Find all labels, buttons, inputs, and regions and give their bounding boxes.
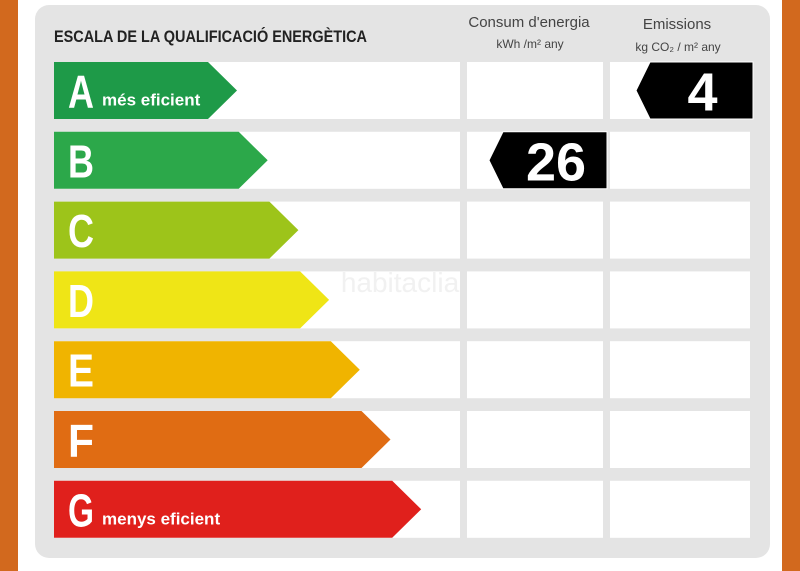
column-unit: kg CO₂ / m² any — [635, 40, 720, 54]
emissions-cell — [610, 480, 750, 538]
column-title: Emissions — [643, 16, 711, 33]
class-arrow — [54, 201, 299, 259]
emissions-cell — [610, 201, 750, 259]
consumption-cell — [467, 271, 603, 329]
consumption-tag — [488, 131, 608, 190]
class-letter: E — [68, 345, 94, 397]
class-arrow — [54, 411, 391, 468]
class-arrow — [54, 62, 237, 119]
consumption-cell — [467, 62, 603, 119]
column-title: Consum d'energia — [468, 14, 590, 31]
class-note: més eficient — [102, 91, 201, 110]
class-letter: F — [68, 415, 94, 467]
emissions-cell — [610, 131, 750, 189]
class-letter: B — [68, 135, 94, 187]
consumption-cell — [467, 411, 603, 468]
watermark: habitaclia — [341, 267, 460, 298]
emissions-value: 4 — [687, 63, 717, 123]
title: ESCALA DE LA QUALIFICACIÓ ENERGÈTICA — [54, 27, 367, 46]
class-letter: A — [68, 66, 94, 118]
class-arrow — [54, 480, 422, 538]
class-arrow — [54, 271, 330, 329]
column-unit: kWh /m² any — [496, 37, 563, 51]
consumption-cell — [467, 201, 603, 259]
class-letter: G — [68, 484, 94, 536]
right-border — [782, 0, 800, 571]
emissions-cell — [610, 411, 750, 468]
left-border — [0, 0, 18, 571]
class-letter: C — [68, 205, 94, 257]
emissions-cell — [610, 271, 750, 329]
class-arrow — [54, 341, 360, 399]
class-note: menys eficient — [102, 509, 220, 528]
consumption-cell — [467, 341, 603, 399]
emissions-cell — [610, 341, 750, 399]
consumption-cell — [467, 480, 603, 538]
emissions-tag — [635, 61, 754, 120]
class-arrow — [54, 131, 268, 189]
consumption-value: 26 — [526, 132, 586, 192]
class-letter: D — [68, 275, 94, 327]
